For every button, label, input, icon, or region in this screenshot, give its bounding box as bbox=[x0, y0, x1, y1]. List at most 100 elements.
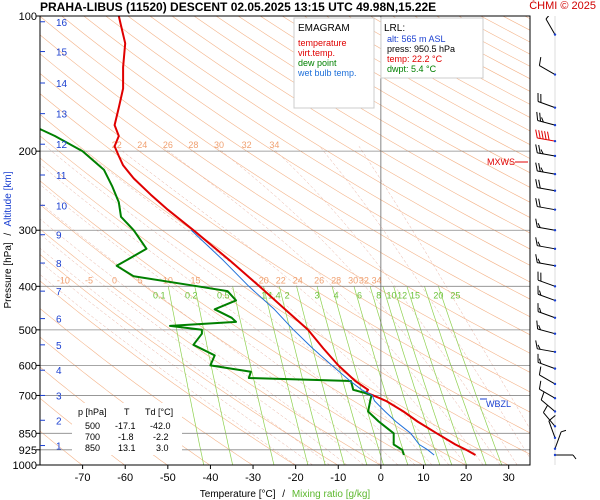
wind-barb bbox=[537, 92, 557, 109]
wind-barb-feather bbox=[540, 167, 544, 173]
wind-barb-feather bbox=[535, 237, 538, 246]
wind-barb-feather bbox=[535, 218, 538, 228]
wind-barb-feather bbox=[538, 144, 541, 154]
wind-barb-dot bbox=[553, 332, 557, 335]
wind-barb-feather bbox=[542, 404, 549, 413]
wind-barb-feather bbox=[535, 144, 538, 153]
x-tick-label: -20 bbox=[288, 472, 304, 484]
altitude-tick-label: 15 bbox=[56, 48, 68, 59]
wind-barb-feather bbox=[540, 391, 545, 401]
wind-barb-feather bbox=[538, 130, 541, 139]
y-tick-label: 1000 bbox=[13, 460, 37, 472]
legend-item-wet-bulb: wet bulb temp. bbox=[297, 68, 357, 78]
x-tick-label: 30 bbox=[503, 472, 515, 484]
wind-barb-feather bbox=[538, 307, 542, 313]
y-tick-label: 925 bbox=[19, 445, 37, 457]
x-tick-label: -40 bbox=[202, 472, 218, 484]
table-header-p: p [hPa] bbox=[78, 407, 107, 417]
adiabat-label: 5 bbox=[138, 275, 143, 285]
table-cell: 3.0 bbox=[156, 443, 169, 453]
altitude-tick-label: 11 bbox=[56, 171, 67, 182]
adiabat-label: 20 bbox=[259, 275, 269, 285]
wind-barb-dot bbox=[553, 139, 557, 143]
legend-item-virt-temp: virt.temp. bbox=[298, 48, 335, 58]
table-cell: -17.1 bbox=[115, 421, 136, 431]
wind-barb-feather bbox=[538, 57, 542, 66]
altitude-tick-label: 8 bbox=[56, 259, 62, 270]
wind-barb-dot bbox=[553, 410, 557, 413]
y-tick-label: 600 bbox=[19, 360, 37, 372]
lrl-press: press: 950.5 hPa bbox=[387, 44, 455, 54]
dry-adiabat bbox=[83, 16, 530, 300]
legend-item-temperature: temperature bbox=[298, 38, 347, 48]
y-tick-label: 300 bbox=[19, 225, 37, 237]
dry-adiabat bbox=[171, 16, 530, 234]
wind-barb-dot bbox=[553, 123, 557, 127]
wind-barb-feather bbox=[535, 340, 538, 349]
dry-adiabat bbox=[105, 16, 530, 283]
y-axis-label-sep: / bbox=[3, 233, 14, 236]
copyright-label: ČHMI © 2025 bbox=[529, 0, 596, 12]
wind-barb-dot bbox=[553, 316, 557, 319]
plot-background bbox=[40, 16, 530, 465]
wind-barb-feather bbox=[538, 179, 541, 189]
mixing-ratio-label: 25 bbox=[450, 290, 460, 300]
wind-barbs bbox=[535, 16, 577, 465]
wind-barb bbox=[537, 353, 557, 370]
wind-barb-staff bbox=[537, 152, 556, 157]
moist-adiabat bbox=[40, 184, 399, 465]
wind-barb-staff bbox=[545, 18, 556, 35]
altitude-tick-label: 16 bbox=[56, 18, 68, 29]
adiabat-label: 28 bbox=[188, 140, 198, 150]
wind-barb bbox=[545, 16, 557, 36]
wind-barb-staff bbox=[539, 65, 556, 75]
table-header-t: T bbox=[124, 407, 130, 417]
chart-title: PRAHA-LIBUS (11520) DESCENT 02.05.2025 1… bbox=[40, 0, 437, 14]
altitude-tick-label: 10 bbox=[56, 201, 68, 212]
level-table-frame bbox=[72, 403, 182, 455]
altitude-tick-label: 7 bbox=[56, 287, 62, 298]
wind-barb bbox=[535, 340, 557, 354]
lrl-heading: LRL: bbox=[384, 23, 405, 34]
table-cell: 13.1 bbox=[118, 443, 136, 453]
y-tick-label: 850 bbox=[19, 428, 37, 440]
wind-barb-feather bbox=[538, 198, 541, 208]
profile-series bbox=[40, 16, 476, 456]
barb-panel bbox=[530, 16, 600, 465]
series-line-wet-bulb-temp bbox=[190, 229, 435, 456]
wind-barb-dot bbox=[553, 73, 557, 76]
table-cell: 850 bbox=[85, 443, 100, 453]
wind-barb bbox=[535, 237, 557, 251]
adiabat-label: 24 bbox=[137, 140, 147, 150]
adiabat-label: 32 bbox=[359, 275, 369, 285]
altitude-tick-label: 12 bbox=[56, 140, 68, 151]
wind-barb bbox=[553, 453, 577, 460]
wind-barb bbox=[538, 366, 557, 386]
lrl-box-frame bbox=[380, 17, 484, 79]
lrl-box: LRL: alt: 565 m ASL press: 950.5 hPa tem… bbox=[380, 17, 484, 79]
wind-barb bbox=[535, 144, 557, 158]
x-tick-label: -50 bbox=[160, 472, 176, 484]
wind-barb bbox=[538, 380, 557, 400]
wind-barb bbox=[540, 391, 557, 413]
mixing-ratio-label: 2 bbox=[285, 290, 290, 300]
y-tick-label: 500 bbox=[19, 325, 37, 337]
adiabat-label: 28 bbox=[331, 275, 341, 285]
mixing-ratio-label: 1 bbox=[261, 290, 266, 300]
wind-barb-dot bbox=[553, 299, 557, 302]
dry-adiabat bbox=[40, 34, 530, 354]
wind-barb-staff bbox=[543, 412, 556, 427]
y-tick-label: 700 bbox=[19, 390, 37, 402]
mixing-ratio-label: 0.5 bbox=[217, 290, 230, 300]
mixing-ratio-label: 15 bbox=[410, 290, 420, 300]
wind-barb-dot bbox=[553, 208, 557, 211]
x-tick-label: -70 bbox=[75, 472, 91, 484]
x-tick-label: -60 bbox=[117, 472, 133, 484]
legend-item-dew-point: dew point bbox=[298, 58, 337, 68]
dry-adiabat bbox=[149, 16, 530, 250]
level-table: p [hPa] T Td [°C] 500 -17.1 -42.0 700 -1… bbox=[72, 403, 182, 455]
wind-barb bbox=[548, 414, 557, 440]
legend-box bbox=[293, 17, 375, 109]
wind-barb bbox=[535, 179, 557, 192]
